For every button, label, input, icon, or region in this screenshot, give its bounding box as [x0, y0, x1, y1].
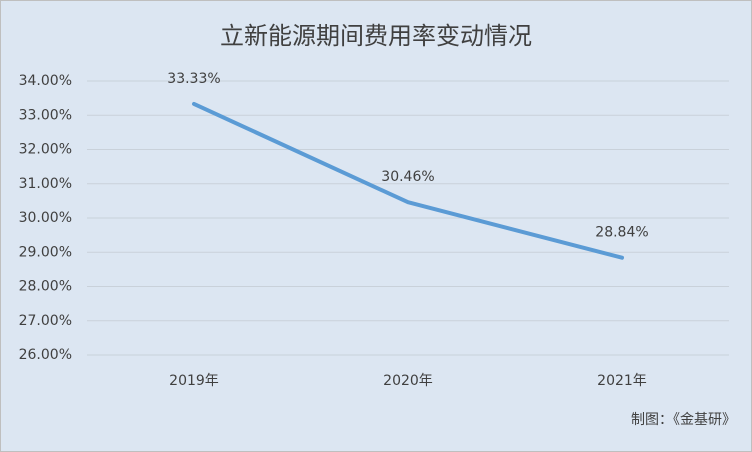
data-label: 30.46%: [381, 169, 434, 185]
y-tick-label: 33.00%: [19, 107, 72, 123]
source-note: 制图：《金基研》: [631, 411, 736, 428]
y-tick-label: 32.00%: [19, 142, 72, 158]
data-label: 28.84%: [595, 225, 648, 241]
y-tick-label: 28.00%: [19, 279, 72, 295]
line-series: [192, 101, 624, 260]
x-tick-label: 2020年: [383, 373, 433, 389]
x-tick-label: 2019年: [169, 373, 219, 389]
y-tick-label: 30.00%: [19, 210, 72, 226]
y-tick-label: 29.00%: [19, 244, 72, 260]
chart-title: 立新能源期间费用率变动情况: [220, 22, 532, 50]
y-tick-label: 31.00%: [19, 176, 72, 192]
y-tick-label: 27.00%: [19, 313, 72, 329]
x-tick-label: 2021年: [597, 373, 647, 389]
data-label: 33.33%: [167, 71, 220, 87]
y-tick-label: 26.00%: [19, 347, 72, 363]
y-tick-label: 34.00%: [19, 73, 72, 89]
